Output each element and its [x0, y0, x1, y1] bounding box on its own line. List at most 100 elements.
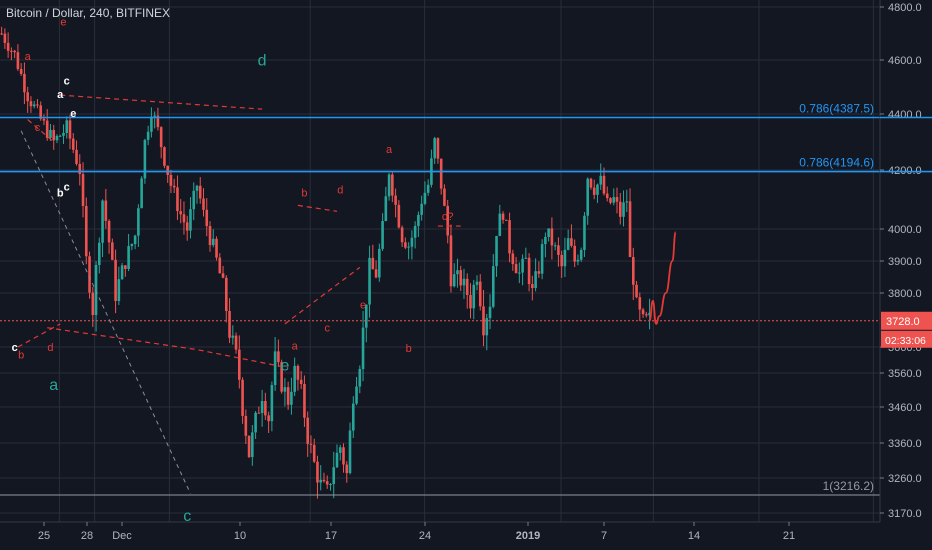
trend-lines: [17, 94, 461, 494]
candle-body: [550, 228, 554, 246]
candle: [531, 275, 534, 301]
candle: [485, 313, 489, 351]
wave-label: d: [258, 52, 267, 69]
candle: [524, 247, 528, 259]
candle: [498, 204, 502, 237]
candle: [335, 444, 339, 469]
candle: [176, 175, 179, 220]
candle: [91, 286, 95, 327]
candle: [195, 184, 199, 204]
candle-body: [71, 138, 75, 150]
candle: [439, 158, 443, 195]
candle: [576, 254, 580, 266]
candle-body: [84, 205, 88, 257]
candle-body: [602, 175, 606, 194]
time-tick-label: 17: [325, 530, 337, 542]
wave-label: a: [292, 341, 299, 353]
candle: [579, 247, 583, 262]
candle-body: [296, 365, 300, 380]
candle-body: [140, 178, 143, 209]
candle: [325, 475, 329, 489]
candle: [322, 472, 326, 483]
candle-body: [387, 174, 391, 197]
candle-body: [241, 379, 244, 416]
price-tick-label: 3460.0: [888, 402, 922, 414]
candle-body: [172, 185, 176, 188]
candle-body: [384, 196, 388, 222]
time-tick-label: 24: [419, 530, 431, 542]
candle-body: [6, 42, 10, 51]
candle: [137, 204, 140, 248]
candle: [133, 234, 137, 250]
price-tick-label: 4600.0: [888, 55, 922, 67]
candle-body: [527, 257, 531, 285]
candle: [387, 172, 391, 201]
candle-body: [3, 33, 7, 43]
candle: [475, 275, 479, 291]
candle: [365, 304, 368, 343]
candle-body: [120, 265, 124, 280]
candle-body: [638, 297, 642, 310]
candle: [368, 245, 371, 318]
candle-body: [521, 258, 524, 273]
candle-body: [618, 201, 622, 217]
candle: [358, 365, 362, 394]
candle: [518, 262, 521, 284]
candle: [459, 265, 463, 291]
candle-body: [365, 304, 368, 328]
candle: [599, 163, 603, 190]
candle-body: [436, 138, 440, 159]
candle-body: [166, 165, 169, 175]
candle-body: [75, 149, 78, 164]
candle-body: [342, 447, 345, 465]
candle: [319, 465, 323, 491]
candle: [254, 411, 257, 439]
candles: [0, 26, 651, 499]
candle-body: [65, 120, 69, 133]
candle-body: [150, 116, 153, 132]
price-tick-label: 3900.0: [888, 256, 922, 268]
candle: [3, 28, 7, 49]
candle-body: [94, 264, 98, 316]
candle-body: [244, 415, 248, 436]
candle: [391, 171, 394, 203]
candle: [299, 371, 303, 390]
candle-body: [185, 222, 189, 231]
candle-body: [88, 256, 91, 293]
candle-body: [231, 335, 235, 338]
candle-body: [306, 417, 309, 444]
candle: [241, 377, 244, 424]
candle-body: [361, 327, 365, 370]
candle-body: [264, 401, 267, 416]
candle-body: [39, 105, 42, 119]
candle: [449, 224, 453, 293]
candle: [238, 335, 241, 389]
trend-line-red: [27, 119, 55, 143]
candle-body: [143, 139, 147, 179]
candle: [10, 47, 13, 61]
candle-body: [348, 430, 352, 474]
candle-body: [648, 312, 651, 316]
candle: [537, 261, 541, 278]
candle: [94, 261, 98, 332]
wave-label: c: [64, 182, 70, 194]
candle: [49, 124, 52, 141]
candle: [29, 96, 33, 113]
candle: [26, 86, 29, 113]
candle: [622, 190, 625, 227]
candle-body: [501, 213, 505, 220]
candle: [605, 186, 609, 202]
candle: [505, 219, 508, 221]
candle-body: [205, 209, 209, 227]
candle-body: [114, 259, 117, 301]
candle: [404, 237, 407, 250]
candle-body: [641, 309, 645, 315]
candle-body: [16, 52, 20, 70]
candle: [218, 253, 222, 274]
candle-body: [111, 242, 114, 260]
candle: [491, 254, 495, 309]
candle-body: [462, 278, 466, 286]
candle: [71, 133, 75, 154]
